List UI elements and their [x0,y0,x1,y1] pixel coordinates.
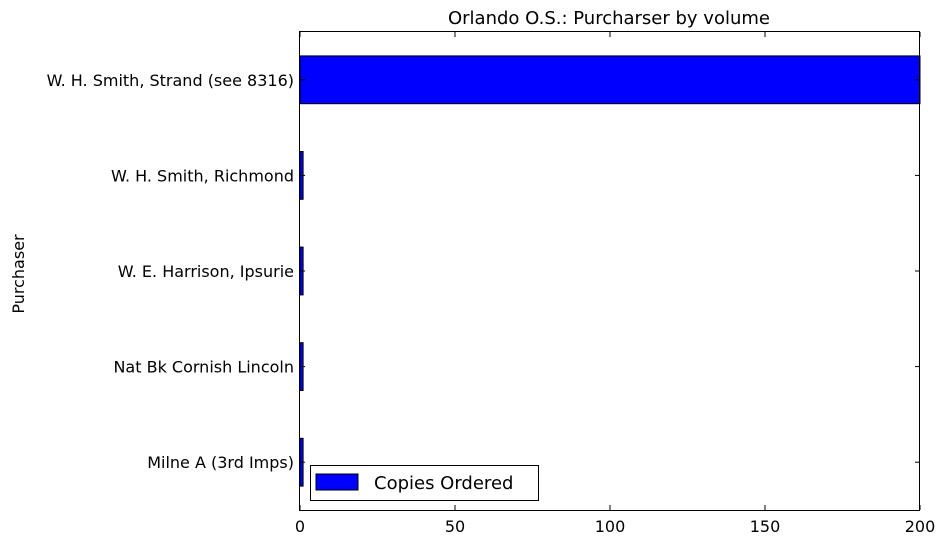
y-tick-label: W. H. Smith, Richmond [111,166,294,185]
y-tick-label: W. H. Smith, Strand (see 8316) [47,71,294,90]
legend: Copies Ordered [310,465,539,501]
x-tick-label: 200 [905,517,936,536]
y-ticks: Milne A (3rd Imps) Nat Bk Cornish Lincoln… [47,71,920,472]
bars-group [299,55,921,487]
legend-swatch [315,473,359,491]
x-ticks: 0 50 100 150 200 [295,32,935,536]
x-tick-label: 0 [295,517,305,536]
y-tick-label: Nat Bk Cornish Lincoln [113,358,294,377]
x-tick-label: 50 [445,517,465,536]
bar [299,55,921,105]
x-tick-label: 100 [595,517,626,536]
chart-title: Orlando O.S.: Purcharser by volume [448,8,770,29]
y-axis-label: Purchaser [9,234,28,314]
y-tick-label: Milne A (3rd Imps) [147,453,294,472]
x-tick-label: 150 [750,517,781,536]
y-tick-label: W. E. Harrison, Ipsurie [118,262,294,281]
legend-label: Copies Ordered [374,473,513,494]
